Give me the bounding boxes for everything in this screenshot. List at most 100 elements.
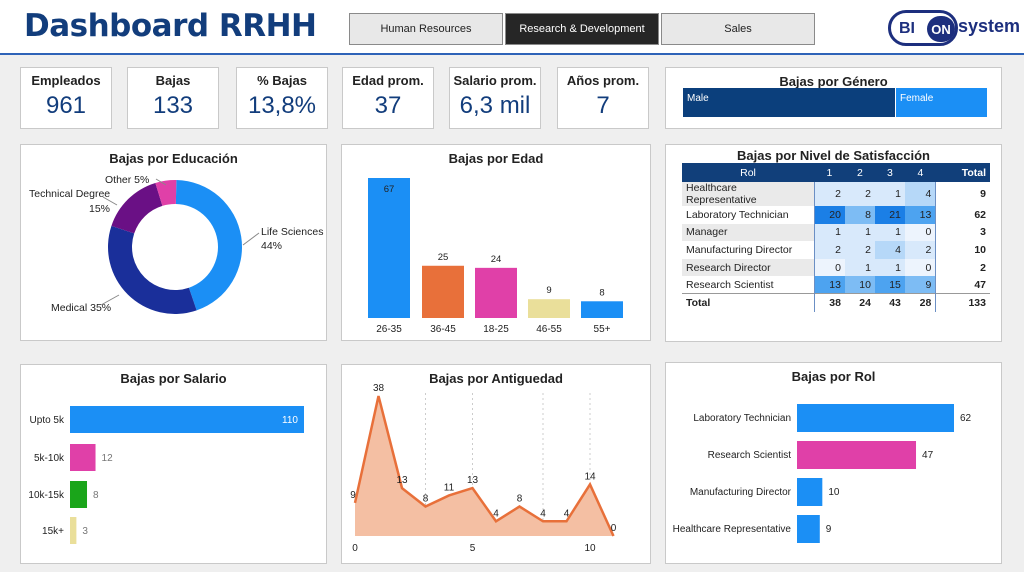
leader-line	[102, 196, 118, 206]
satisfaction-cell: 4	[874, 241, 905, 259]
donut-label-value: 44%	[261, 240, 282, 252]
satisfaction-cell: 1	[813, 223, 845, 242]
salary-bar[interactable]	[70, 444, 96, 471]
col-header-rol[interactable]: Rol	[682, 163, 814, 182]
col-header-4[interactable]: 4	[904, 163, 936, 182]
kpi-card-edad: Edad prom. 37	[342, 67, 434, 129]
gender-bar-female[interactable]: Female	[896, 88, 987, 117]
salary-category-label: 5k-10k	[34, 453, 65, 464]
age-title: Bajas por Edad	[448, 151, 544, 166]
row-role-cell: Research Director	[682, 258, 814, 277]
role-card: Bajas por Rol Laboratory Technician 62 Res…	[665, 362, 1002, 564]
salary-category-label: Upto 5k	[30, 415, 65, 426]
row-total-cell: 3	[935, 223, 990, 242]
satisfaction-card: Bajas por Nivel de Satisfacción Rol 1 2 …	[665, 144, 1002, 342]
row-total-cell: 9	[935, 182, 990, 206]
table-row[interactable]: Healthcare Representative 2 2 1 4 9	[682, 182, 990, 206]
age-card: Bajas por Edad 67 26-35 25 36-45 24 18-25 9 46-…	[341, 144, 651, 341]
gender-label-male: Male	[687, 93, 709, 104]
role-bar[interactable]	[797, 441, 917, 469]
leader-line	[242, 232, 260, 246]
age-bar-value: 8	[599, 287, 604, 298]
area-point-label: 4	[540, 508, 546, 519]
donut-label: Technical Degree	[29, 188, 110, 200]
salary-bar[interactable]	[70, 406, 304, 433]
table-row[interactable]: Laboratory Technician 20 8 21 13 62	[682, 206, 990, 224]
kpi-label: Edad prom.	[352, 73, 424, 88]
area-line[interactable]	[353, 395, 615, 537]
salary-bar-value: 3	[82, 526, 88, 537]
role-bar[interactable]	[797, 478, 823, 506]
area-fill	[355, 396, 614, 536]
satisfaction-cell: 1	[874, 182, 905, 206]
col-header-2[interactable]: 2	[844, 163, 875, 182]
role-title: Bajas por Rol	[791, 369, 876, 384]
satisfaction-cell: 2	[813, 241, 845, 259]
tab-research-development[interactable]: Research & Development	[505, 13, 659, 45]
role-bar[interactable]	[797, 404, 954, 432]
role-category-label: Research Scientist	[708, 450, 792, 461]
x-tick-label: 5	[470, 543, 476, 554]
age-bar-chart: 67 26-35 25 36-45 24 18-25 9 46-55 8 55+	[368, 178, 623, 335]
age-bar[interactable]	[528, 299, 570, 318]
age-tick-label: 18-25	[483, 324, 509, 335]
kpi-card-bajas: Bajas 133	[127, 67, 219, 129]
salary-bar[interactable]	[70, 481, 88, 508]
row-total-cell: 62	[935, 206, 990, 224]
education-title: Bajas por Educación	[109, 151, 238, 166]
satisfaction-cell: 0	[813, 258, 845, 277]
row-role-cell: Healthcare Representative	[682, 182, 814, 206]
x-tick-label: 0	[352, 543, 358, 554]
row-total-cell: 47	[935, 276, 990, 294]
kpi-value: 13,8%	[247, 92, 317, 119]
role-category-label: Manufacturing Director	[690, 487, 792, 498]
table-row[interactable]: Manufacturing Director 2 2 4 2 10	[682, 241, 990, 259]
total-cell: 38	[813, 293, 845, 312]
donut-slice[interactable]	[155, 180, 177, 206]
tab-sales[interactable]: Sales	[661, 13, 815, 45]
col-header-total[interactable]: Total	[935, 163, 990, 182]
tab-human-resources[interactable]: Human Resources	[349, 13, 503, 45]
area-point-label: 14	[584, 471, 596, 482]
kpi-value: 133	[152, 92, 194, 119]
salary-category-label: 15k+	[42, 526, 64, 537]
leader-line	[100, 294, 120, 306]
age-tick-label: 36-45	[430, 324, 456, 335]
kpi-value: 37	[374, 92, 402, 119]
satisfaction-table: Rol 1 2 3 4 Total Healthcare Representat…	[682, 163, 990, 312]
kpi-label: Salario prom.	[453, 73, 537, 88]
kpi-label: Empleados	[31, 73, 101, 88]
x-tick-label: 10	[584, 543, 596, 554]
age-bar[interactable]	[581, 301, 623, 318]
seniority-title: Bajas por Antiguedad	[429, 371, 563, 386]
col-header-3[interactable]: 3	[874, 163, 905, 182]
age-bar[interactable]	[368, 178, 410, 318]
satisfaction-cell: 0	[904, 223, 936, 242]
satisfaction-cell: 21	[874, 206, 905, 224]
row-total-cell: 2	[935, 258, 990, 277]
table-row[interactable]: Manager 1 1 1 0 3	[682, 223, 990, 242]
row-role-cell: Manager	[682, 223, 814, 242]
satisfaction-cell: 2	[844, 241, 875, 259]
row-role-cell: Manufacturing Director	[686, 243, 793, 256]
kpi-label: % Bajas	[257, 73, 307, 88]
total-cell: 43	[874, 293, 905, 312]
salary-bar[interactable]	[70, 517, 77, 544]
satisfaction-cell: 1	[844, 258, 875, 277]
age-bar[interactable]	[475, 267, 517, 318]
satisfaction-cell: 2	[813, 182, 845, 206]
education-donut-chart: Life Sciences 44% Medical 35% Technical Deg…	[29, 174, 323, 314]
grand-total-cell: 133	[935, 293, 990, 312]
age-bar-value: 67	[384, 184, 395, 195]
col-header-1[interactable]: 1	[814, 163, 845, 182]
role-bar[interactable]	[797, 515, 820, 543]
table-row[interactable]: Research Director 0 1 1 0 2	[682, 258, 990, 277]
gender-bar-male[interactable]: Male	[683, 88, 895, 117]
kpi-card-pct-bajas: % Bajas 13,8%	[236, 67, 328, 129]
donut-slice[interactable]	[108, 225, 197, 314]
table-row[interactable]: Research Scientist 13 10 15 9 47	[682, 276, 990, 294]
donut-slice[interactable]	[175, 180, 242, 311]
donut-slice[interactable]	[111, 182, 163, 234]
age-bar[interactable]	[422, 265, 464, 318]
seniority-area-chart: 9 38 13 8 11 13 4 8 4 4 14 0 0 5 10	[350, 383, 617, 554]
